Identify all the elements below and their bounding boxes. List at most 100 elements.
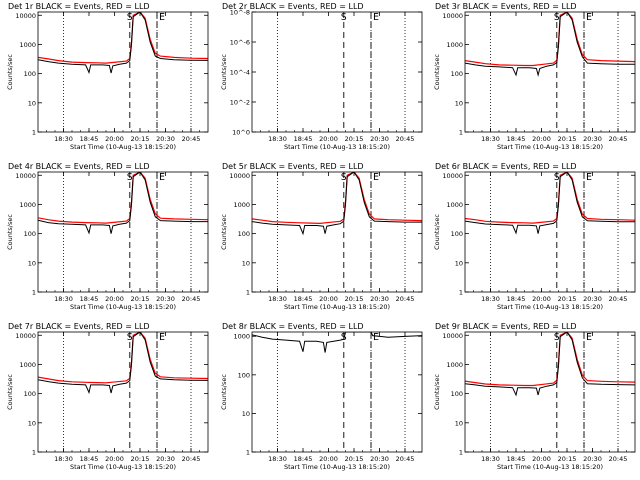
x-tick-label: 20:15	[345, 295, 364, 303]
y-tick-label: 10000	[442, 332, 463, 340]
x-tick-label: 18:30	[54, 295, 73, 303]
x-tick-label: 18:45	[294, 135, 313, 143]
y-tick-label: 1000	[233, 201, 250, 209]
marker-letter-e: E	[373, 12, 379, 23]
panel-title: Det 8r BLACK = Events, RED = LLD	[222, 322, 364, 331]
marker-letter-e: E	[159, 12, 165, 23]
x-tick-label: 20:00	[532, 455, 551, 463]
y-tick-label: 100	[24, 390, 36, 398]
x-tick-label: 20:00	[532, 295, 551, 303]
panel-title: Det 2r BLACK = Events, RED = LLD	[222, 2, 364, 11]
lld-series-line	[38, 172, 208, 224]
y-tick-label: 100	[24, 70, 36, 78]
x-tick-label: 20:00	[319, 135, 338, 143]
y-tick-label: 10^-6	[230, 39, 250, 47]
x-axis-label: Start Time (10-Aug-13 18:15:20)	[70, 143, 176, 151]
x-tick-label: 20:15	[558, 295, 577, 303]
x-axis-label: Start Time (10-Aug-13 18:15:20)	[70, 463, 176, 471]
events-series-line	[465, 12, 635, 77]
y-tick-label: 100	[238, 230, 250, 238]
x-tick-label: 20:30	[156, 135, 175, 143]
events-series-line	[38, 332, 208, 395]
x-tick-label: 18:30	[54, 455, 73, 463]
panel-title: Det 7r BLACK = Events, RED = LLD	[8, 322, 150, 331]
y-tick-label: 10	[242, 410, 250, 418]
x-tick-label: 20:30	[370, 455, 389, 463]
x-tick-label: 20:30	[583, 455, 602, 463]
x-tick-label: 20:45	[609, 455, 628, 463]
y-tick-label: 1000	[446, 41, 463, 49]
y-axis-label: Counts/sec	[433, 214, 441, 250]
marker-letter-e: E	[373, 332, 379, 343]
y-tick-label: 1000	[19, 361, 36, 369]
panel-title: Det 9r BLACK = Events, RED = LLD	[435, 322, 577, 331]
x-tick-label: 20:45	[396, 295, 415, 303]
panel-title: Det 4r BLACK = Events, RED = LLD	[8, 162, 150, 171]
x-tick-label: 20:30	[370, 295, 389, 303]
x-tick-label: 20:30	[370, 135, 389, 143]
x-tick-label: 20:45	[182, 295, 201, 303]
events-series-line	[252, 332, 422, 353]
y-tick-label: 1	[246, 449, 250, 457]
y-tick-label: 10	[28, 259, 36, 267]
lld-series-line	[38, 12, 208, 64]
y-tick-label: 10000	[229, 172, 250, 180]
y-tick-label: 1	[32, 129, 36, 137]
y-tick-label: 100	[451, 390, 463, 398]
y-axis-label: Counts/sec	[433, 374, 441, 410]
y-tick-label: 100	[451, 70, 463, 78]
lld-series-line	[465, 172, 635, 224]
x-axis-label: Start Time (10-Aug-13 18:15:20)	[70, 303, 176, 311]
marker-letter-s: S	[554, 332, 560, 343]
lld-series-line	[38, 332, 208, 384]
y-tick-label: 10^-8	[230, 9, 250, 17]
x-tick-label: 18:45	[80, 455, 99, 463]
x-axis-label: Start Time (10-Aug-13 18:15:20)	[497, 303, 603, 311]
y-tick-label: 10000	[442, 12, 463, 20]
x-tick-label: 20:45	[182, 135, 201, 143]
x-tick-label: 18:30	[481, 455, 500, 463]
events-series-line	[38, 12, 208, 75]
x-axis-label: Start Time (10-Aug-13 18:15:20)	[497, 143, 603, 151]
y-tick-label: 1000	[19, 41, 36, 49]
y-axis-label: Counts/sec	[220, 374, 228, 410]
y-tick-label: 10	[28, 419, 36, 427]
marker-letter-e: E	[373, 172, 379, 183]
y-tick-label: 1	[459, 289, 463, 297]
x-tick-label: 18:45	[507, 135, 526, 143]
y-tick-label: 100	[238, 371, 250, 379]
x-tick-label: 18:30	[54, 135, 73, 143]
x-tick-label: 20:45	[396, 455, 415, 463]
x-tick-label: 20:30	[583, 295, 602, 303]
marker-letter-s: S	[554, 12, 560, 23]
y-tick-label: 10	[28, 99, 36, 107]
panel-title: Det 5r BLACK = Events, RED = LLD	[222, 162, 364, 171]
marker-letter-s: S	[554, 172, 560, 183]
marker-letter-e: E	[159, 172, 165, 183]
marker-letter-e: E	[159, 332, 165, 343]
x-tick-label: 18:45	[80, 135, 99, 143]
y-axis-label: Counts/sec	[6, 214, 14, 250]
panel-title: Det 3r BLACK = Events, RED = LLD	[435, 2, 577, 11]
y-axis-label: Counts/sec	[220, 214, 228, 250]
x-axis-label: Start Time (10-Aug-13 18:15:20)	[284, 143, 390, 151]
x-tick-label: 20:15	[558, 135, 577, 143]
y-tick-label: 10	[455, 99, 463, 107]
x-tick-label: 18:30	[268, 455, 287, 463]
y-axis-label: Counts/sec	[6, 54, 14, 90]
marker-letter-s: S	[127, 172, 133, 183]
x-tick-label: 20:00	[319, 295, 338, 303]
x-axis-label: Start Time (10-Aug-13 18:15:20)	[497, 463, 603, 471]
x-axis-label: Start Time (10-Aug-13 18:15:20)	[284, 463, 390, 471]
y-tick-label: 10	[455, 259, 463, 267]
y-tick-label: 10^-4	[230, 69, 250, 77]
x-tick-label: 18:45	[507, 295, 526, 303]
